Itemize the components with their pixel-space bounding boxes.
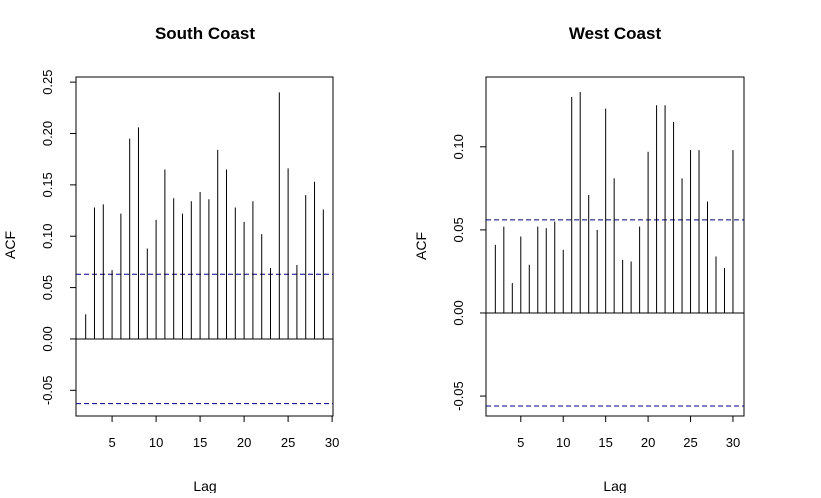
- south-coast-y-tick-label: 0.05: [40, 275, 55, 300]
- west-coast-x-tick-label: 30: [726, 435, 740, 450]
- south-coast-y-tick-label: 0.10: [40, 224, 55, 249]
- south-coast-x-tick-label: 15: [193, 435, 207, 450]
- south-coast-x-tick-label: 30: [325, 435, 339, 450]
- west-coast-xlabel: Lag: [603, 478, 626, 493]
- south-coast-y-tick-label: -0.05: [40, 375, 55, 405]
- south-coast-plot-frame: [75, 76, 334, 417]
- west-coast-x-tick-label: 10: [556, 435, 570, 450]
- west-coast-x-tick-label: 15: [598, 435, 612, 450]
- south-coast-title: South Coast: [155, 24, 255, 43]
- south-coast-x-tick-label: 25: [281, 435, 295, 450]
- south-coast-y-tick-label: 0.00: [40, 326, 55, 351]
- west-coast-panel: West Coast Lag ACF 5 10 15 20 25 30 -0.05 0.00 0…: [413, 24, 745, 494]
- west-coast-y-tick-label: 0.10: [451, 134, 466, 159]
- south-coast-y-tick-label: 0.25: [40, 69, 55, 94]
- west-coast-y-tick-label: 0.00: [451, 300, 466, 325]
- south-coast-y-tick-label: 0.20: [40, 121, 55, 146]
- west-coast-y-tick-label: -0.05: [451, 381, 466, 411]
- west-coast-plot-frame: [485, 76, 745, 417]
- south-coast-panel: South Coast Lag ACF 5 10 15 20 25 30 -0.05 0.00…: [2, 24, 339, 494]
- west-coast-x-tick-label: 5: [517, 435, 524, 450]
- south-coast-x-tick-label: 5: [108, 435, 115, 450]
- south-coast-x-tick-label: 10: [149, 435, 163, 450]
- west-coast-title: West Coast: [569, 24, 662, 43]
- south-coast-y-tick-label: 0.15: [40, 172, 55, 197]
- south-coast-xlabel: Lag: [193, 478, 216, 493]
- south-coast-x-tick-label: 20: [237, 435, 251, 450]
- west-coast-y-tick-label: 0.05: [451, 217, 466, 242]
- west-coast-ylabel: ACF: [413, 232, 429, 260]
- west-coast-x-tick-label: 25: [683, 435, 697, 450]
- south-coast-ylabel: ACF: [2, 231, 18, 259]
- west-coast-x-tick-label: 20: [641, 435, 655, 450]
